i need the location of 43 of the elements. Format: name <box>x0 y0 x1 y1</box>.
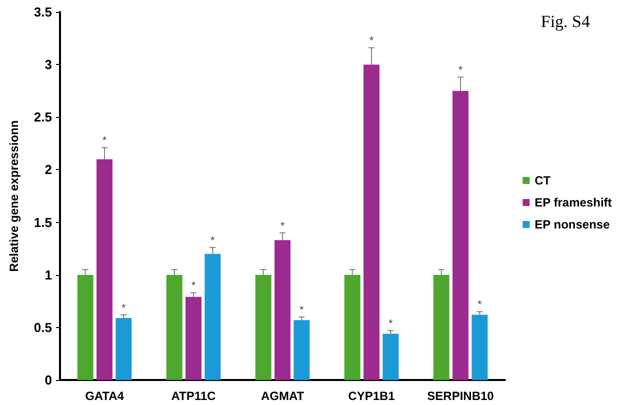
bar <box>472 314 488 380</box>
legend-label: CT <box>534 174 552 188</box>
y-tick-label: 1 <box>44 267 52 282</box>
bar <box>186 296 202 380</box>
bar <box>274 240 290 380</box>
data-label: * <box>369 35 374 48</box>
data-label: * <box>478 299 483 312</box>
bar <box>382 334 399 380</box>
data-label: * <box>300 304 305 316</box>
y-tick-label: 2 <box>44 162 52 178</box>
data-label: * <box>122 302 127 314</box>
bar <box>452 90 468 380</box>
y-tick-label: 3 <box>44 57 52 72</box>
y-axis-title: Relative gene expressionn <box>7 120 21 272</box>
bar <box>344 274 360 380</box>
y-tick-label: 2.5 <box>34 110 52 125</box>
bar <box>255 274 272 380</box>
y-tick-label: 0.5 <box>34 320 52 335</box>
x-tick-label: CYP1B1 <box>348 389 396 403</box>
bar <box>294 320 310 380</box>
y-tick-label: 1.5 <box>34 214 52 230</box>
bar <box>433 274 450 380</box>
data-label: * <box>458 64 464 77</box>
data-label: * <box>280 220 286 232</box>
bar <box>77 274 94 380</box>
data-label: * <box>388 318 394 330</box>
data-label: * <box>191 280 196 292</box>
y-tick-label: 0 <box>44 372 52 388</box>
x-tick-label: AGMAT <box>260 389 305 403</box>
data-label: * <box>102 135 108 148</box>
y-tick-label: 3.5 <box>34 4 52 20</box>
bar <box>364 64 380 380</box>
x-tick-label: GATA4 <box>85 389 124 403</box>
x-tick-label: ATP11C <box>171 389 216 403</box>
text: Fig. S4 <box>540 12 590 31</box>
bar <box>116 318 132 380</box>
legend-label: EP nonsense <box>534 218 610 232</box>
x-tick-label: SERPINB10 <box>427 389 494 403</box>
bar <box>204 254 221 380</box>
data-label: * <box>210 235 216 248</box>
legend-label: EP frameshift <box>534 196 612 210</box>
bar <box>166 274 182 380</box>
bar <box>96 159 112 380</box>
